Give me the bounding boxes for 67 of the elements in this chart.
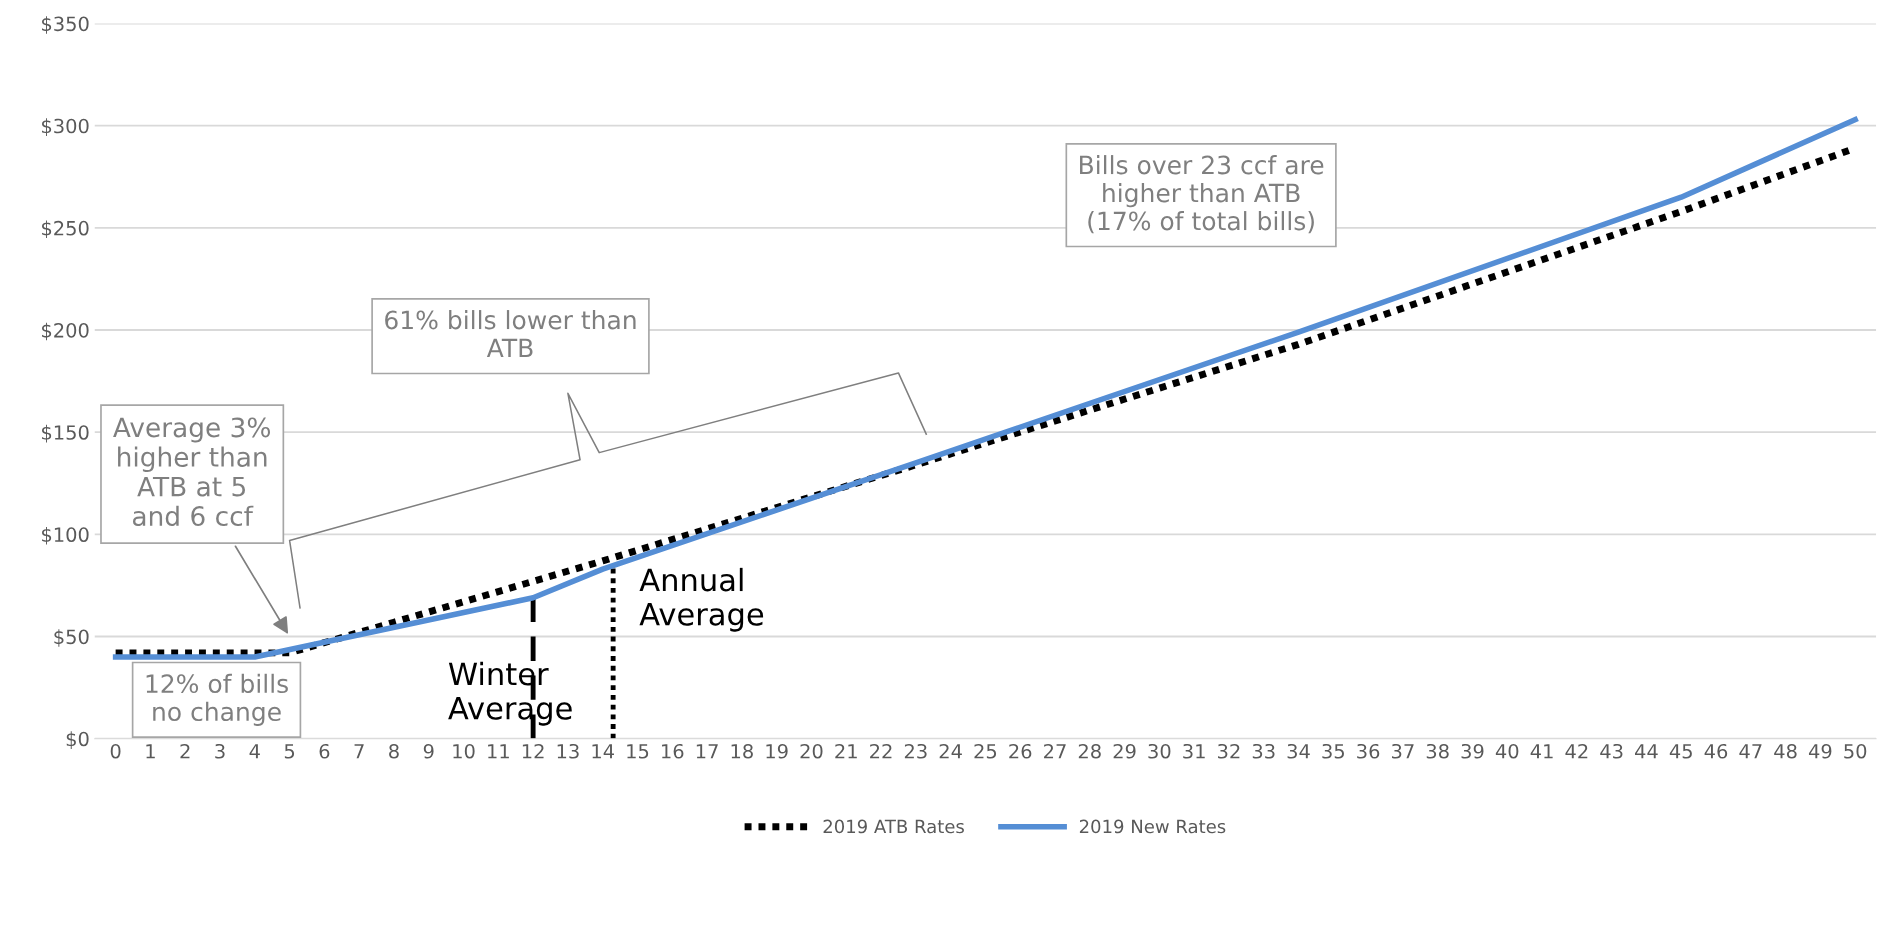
x-tick-label: 42: [1565, 743, 1588, 759]
annotation: Bills over 23 ccf are higher than ATB (17% of total bills): [1080, 155, 1324, 234]
x-tick-label: 30: [1148, 743, 1171, 759]
x-tick-label: 5: [284, 744, 295, 759]
y-tick-label: $0: [66, 731, 89, 749]
x-tick-label: 46: [1704, 743, 1728, 759]
legend-label: 2019 New Rates: [1079, 819, 1226, 834]
x-tick-label: 28: [1078, 743, 1101, 759]
x-tick-label: 10: [453, 743, 475, 759]
x-tick-label: 48: [1774, 743, 1797, 759]
x-tick-label: 9: [423, 743, 434, 759]
x-tick-label: 8: [389, 743, 399, 759]
x-tick-label: 44: [1635, 744, 1658, 759]
ref-line-label: Winter Average: [448, 661, 572, 726]
x-tick-label: 25: [974, 743, 997, 759]
x-tick-label: 43: [1600, 743, 1623, 759]
x-tick-label: 14: [592, 744, 614, 759]
x-tick-label: 37: [1392, 743, 1414, 759]
x-tick-label: 18: [731, 743, 753, 759]
x-tick-label: 12: [522, 743, 544, 759]
x-tick-label: 2: [180, 743, 190, 759]
x-tick-label: 15: [627, 744, 649, 759]
x-tick-label: 27: [1044, 743, 1066, 759]
x-tick-label: 20: [800, 743, 823, 759]
x-tick-label: 35: [1322, 743, 1344, 759]
legend-label: 2019 ATB Rates: [823, 819, 964, 834]
y-tick-label: $350: [42, 16, 89, 34]
x-tick-label: 21: [835, 743, 857, 759]
x-tick-label: 49: [1808, 743, 1832, 759]
y-tick-label: $100: [42, 526, 89, 545]
x-tick-label: 11: [488, 744, 509, 759]
x-tick-label: 24: [939, 743, 962, 759]
x-tick-label: 23: [904, 743, 927, 759]
x-tick-label: 19: [766, 743, 788, 759]
x-tick-label: 4: [249, 744, 260, 759]
x-tick-label: 33: [1252, 743, 1275, 759]
y-tick-label: $50: [54, 629, 89, 647]
annotation: Average 3% higher than ATB at 5 and 6 ccf: [113, 417, 271, 527]
x-tick-label: 50: [1844, 743, 1867, 759]
x-tick-label: 40: [1495, 743, 1519, 759]
x-tick-label: 6: [319, 743, 330, 759]
y-tick-label: $250: [42, 220, 89, 239]
x-tick-label: 1: [146, 744, 155, 759]
x-tick-label: 0: [110, 743, 121, 759]
x-tick-label: 41: [1530, 744, 1553, 759]
x-tick-label: 38: [1426, 743, 1449, 759]
x-tick-label: 36: [1357, 743, 1380, 759]
x-tick-label: 13: [557, 743, 579, 759]
x-tick-label: 3: [215, 743, 225, 759]
x-tick-label: 17: [696, 744, 718, 759]
x-tick-label: 39: [1461, 743, 1484, 759]
x-tick-label: 22: [870, 743, 892, 759]
x-tick-label: 31: [1183, 743, 1205, 759]
x-tick-label: 32: [1218, 743, 1240, 759]
x-tick-label: 47: [1739, 744, 1762, 759]
annotation: 12% of bills no change: [146, 673, 288, 726]
ref-line-label: Annual Average: [639, 567, 764, 632]
x-tick-label: 16: [662, 743, 684, 759]
annotation: 61% bills lower than ATB: [385, 310, 636, 358]
x-tick-label: 34: [1287, 743, 1310, 759]
y-tick-label: $200: [42, 322, 89, 341]
x-tick-label: 7: [354, 744, 364, 759]
x-tick-label: 26: [1009, 743, 1032, 759]
y-tick-label: $150: [42, 424, 89, 443]
x-tick-label: 29: [1113, 743, 1136, 759]
y-tick-label: $300: [42, 118, 89, 136]
x-tick-label: 45: [1669, 744, 1692, 759]
